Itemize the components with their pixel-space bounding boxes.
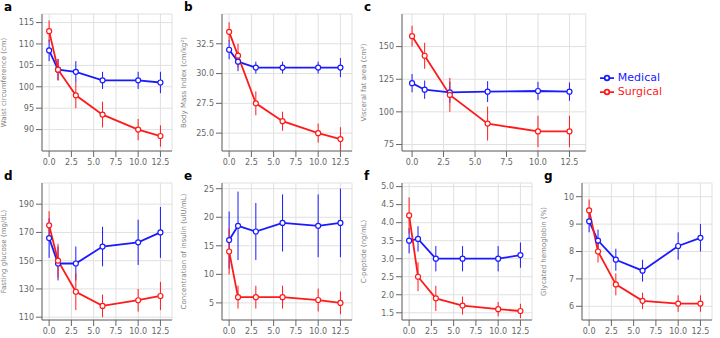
svg-text:9: 9	[569, 220, 574, 229]
svg-text:2.5: 2.5	[65, 158, 78, 167]
svg-text:10.0: 10.0	[129, 158, 147, 167]
svg-text:Glycated hemoglobin (%): Glycated hemoglobin (%)	[540, 207, 548, 296]
svg-text:115: 115	[19, 18, 34, 27]
svg-text:7.5: 7.5	[650, 327, 663, 336]
html-text:a: a	[4, 0, 13, 14]
svg-text:5.0: 5.0	[381, 182, 394, 191]
svg-text:5.0: 5.0	[267, 327, 280, 336]
html-text:b: b	[184, 0, 193, 14]
svg-text:Visceral fat area (cm²): Visceral fat area (cm²)	[360, 43, 368, 121]
svg-text:100: 100	[379, 108, 394, 117]
svg-text:Concentration of insulin (uIU/: Concentration of insulin (uIU/mL)	[180, 193, 188, 309]
html-text:d: d	[4, 169, 13, 183]
svg-text:7: 7	[569, 275, 574, 284]
svg-text:10.0: 10.0	[669, 327, 687, 336]
svg-text:0.0: 0.0	[406, 158, 419, 167]
svg-text:10: 10	[204, 270, 214, 279]
svg-text:90: 90	[24, 125, 34, 134]
svg-text:0.0: 0.0	[43, 327, 56, 336]
svg-text:2.5: 2.5	[437, 158, 450, 167]
svg-text:12.5: 12.5	[561, 158, 579, 167]
svg-text:75: 75	[384, 140, 394, 149]
svg-text:5.0: 5.0	[87, 327, 100, 336]
svg-text:7.5: 7.5	[500, 158, 513, 167]
svg-text:2.5: 2.5	[425, 327, 438, 336]
svg-text:27.5: 27.5	[196, 99, 214, 108]
svg-text:12.5: 12.5	[152, 327, 170, 336]
svg-text:30.0: 30.0	[196, 69, 214, 78]
svg-text:10.0: 10.0	[129, 327, 147, 336]
svg-text:0.0: 0.0	[223, 158, 236, 167]
svg-text:3.0: 3.0	[381, 255, 394, 264]
html-text:f: f	[364, 169, 370, 183]
svg-text:Waist circumference (cm): Waist circumference (cm)	[8, 37, 9, 127]
svg-text:110: 110	[19, 40, 34, 49]
svg-text:100: 100	[19, 83, 34, 92]
svg-text:4.0: 4.0	[381, 218, 394, 227]
svg-text:5.0: 5.0	[447, 327, 460, 336]
svg-text:10.0: 10.0	[309, 158, 327, 167]
svg-text:10.0: 10.0	[489, 327, 507, 336]
html-text:c: c	[364, 0, 372, 14]
svg-text:150: 150	[379, 42, 394, 51]
svg-text:2.5: 2.5	[245, 327, 258, 336]
svg-text:20: 20	[204, 213, 214, 222]
svg-text:10: 10	[564, 193, 574, 202]
svg-text:0.0: 0.0	[583, 327, 596, 336]
svg-text:0.0: 0.0	[403, 327, 416, 336]
svg-text:7.5: 7.5	[290, 158, 303, 167]
svg-text:5.0: 5.0	[627, 327, 640, 336]
svg-text:0.0: 0.0	[223, 327, 236, 336]
svg-text:12.5: 12.5	[332, 158, 350, 167]
svg-text:12.5: 12.5	[692, 327, 710, 336]
html-text:Surgical: Surgical	[617, 84, 662, 98]
svg-text:7.5: 7.5	[110, 158, 123, 167]
svg-text:2.5: 2.5	[381, 273, 394, 282]
svg-text:190: 190	[19, 200, 34, 209]
svg-text:5.0: 5.0	[469, 158, 482, 167]
svg-text:C-peptide (ng/mL): C-peptide (ng/mL)	[360, 219, 368, 283]
svg-text:15: 15	[204, 242, 214, 251]
svg-text:7.5: 7.5	[110, 327, 123, 336]
svg-text:7.5: 7.5	[470, 327, 483, 336]
svg-text:1.5: 1.5	[381, 309, 394, 318]
svg-text:6: 6	[569, 302, 574, 311]
svg-text:10.0: 10.0	[309, 327, 327, 336]
svg-text:5.0: 5.0	[87, 158, 100, 167]
svg-text:2.5: 2.5	[245, 158, 258, 167]
svg-text:25.0: 25.0	[196, 129, 214, 138]
svg-text:10.0: 10.0	[529, 158, 547, 167]
svg-text:4.5: 4.5	[381, 200, 394, 209]
svg-text:Fasting glucose (mg/dL): Fasting glucose (mg/dL)	[8, 209, 9, 293]
svg-text:0.0: 0.0	[43, 158, 56, 167]
svg-text:25: 25	[204, 185, 214, 194]
svg-text:105: 105	[19, 61, 34, 70]
svg-text:32.5: 32.5	[196, 40, 214, 49]
svg-text:3.5: 3.5	[381, 237, 394, 246]
svg-text:12.5: 12.5	[332, 327, 350, 336]
html-text:Medical: Medical	[617, 70, 660, 84]
svg-text:95: 95	[24, 104, 34, 113]
svg-text:8: 8	[569, 247, 574, 256]
svg-text:170: 170	[19, 228, 34, 237]
svg-text:7.5: 7.5	[290, 327, 303, 336]
svg-text:130: 130	[19, 285, 34, 294]
svg-text:Body Mass Index (cm/kg²): Body Mass Index (cm/kg²)	[180, 37, 188, 128]
svg-text:125: 125	[379, 75, 394, 84]
svg-text:2.0: 2.0	[381, 291, 394, 300]
svg-text:5.0: 5.0	[267, 158, 280, 167]
html-text:g: g	[544, 169, 553, 183]
svg-text:5: 5	[209, 299, 214, 308]
svg-text:12.5: 12.5	[152, 158, 170, 167]
svg-text:150: 150	[19, 257, 34, 266]
svg-text:2.5: 2.5	[605, 327, 618, 336]
svg-text:12.5: 12.5	[512, 327, 530, 336]
svg-text:110: 110	[19, 313, 34, 322]
html-text:e: e	[184, 169, 193, 183]
svg-text:2.5: 2.5	[65, 327, 78, 336]
